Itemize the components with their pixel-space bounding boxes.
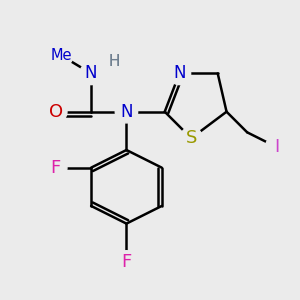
Text: N: N (173, 64, 186, 82)
Text: Me: Me (51, 48, 72, 63)
Circle shape (115, 251, 138, 273)
Circle shape (50, 45, 73, 67)
Circle shape (80, 62, 102, 85)
Text: H: H (109, 54, 120, 69)
Circle shape (103, 50, 126, 73)
Text: F: F (51, 159, 61, 177)
Text: S: S (185, 129, 197, 147)
Circle shape (45, 100, 67, 123)
Text: H: H (109, 54, 120, 69)
Text: F: F (121, 253, 132, 271)
Circle shape (180, 127, 203, 149)
Text: N: N (85, 64, 98, 82)
Circle shape (115, 100, 138, 123)
Circle shape (266, 136, 288, 158)
Text: O: O (49, 103, 63, 121)
Circle shape (45, 157, 67, 179)
Text: N: N (120, 103, 133, 121)
Circle shape (168, 62, 190, 85)
Text: I: I (274, 138, 279, 156)
